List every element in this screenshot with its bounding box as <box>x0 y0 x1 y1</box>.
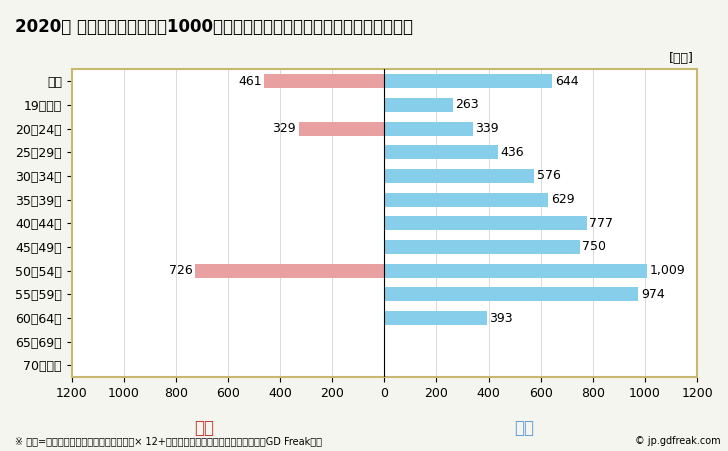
Bar <box>384 216 587 230</box>
Text: 726: 726 <box>169 264 192 277</box>
Bar <box>264 74 384 88</box>
Text: 461: 461 <box>238 75 261 88</box>
Text: 750: 750 <box>582 240 606 253</box>
Text: 女性: 女性 <box>194 419 214 437</box>
Bar <box>384 263 647 278</box>
Bar <box>384 193 548 207</box>
Bar <box>195 263 384 278</box>
Bar <box>384 74 553 88</box>
Text: 329: 329 <box>272 122 296 135</box>
Bar <box>384 121 472 136</box>
Text: 974: 974 <box>641 288 665 301</box>
Text: 393: 393 <box>489 312 513 325</box>
Bar <box>384 145 498 159</box>
Text: © jp.gdfreak.com: © jp.gdfreak.com <box>635 437 721 446</box>
Bar <box>384 98 453 112</box>
Bar <box>298 121 384 136</box>
Bar <box>384 240 579 254</box>
Bar <box>384 169 534 183</box>
Bar <box>384 287 638 301</box>
Text: 1,009: 1,009 <box>650 264 686 277</box>
Text: 644: 644 <box>555 75 579 88</box>
Text: 576: 576 <box>537 170 561 183</box>
Text: 男性: 男性 <box>514 419 534 437</box>
Text: 777: 777 <box>590 217 614 230</box>
Text: 629: 629 <box>551 193 574 206</box>
Text: [万円]: [万円] <box>669 52 694 64</box>
Text: 263: 263 <box>456 98 479 111</box>
Text: 339: 339 <box>475 122 499 135</box>
Text: ※ 年収=「きまって支給する現金給与額」× 12+「年間賞与その他特別給与額」としてGD Freak推計: ※ 年収=「きまって支給する現金給与額」× 12+「年間賞与その他特別給与額」と… <box>15 437 322 446</box>
Text: 436: 436 <box>501 146 524 159</box>
Text: 2020年 民間企業（従業者数1000人以上）フルタイム労働者の男女別平均年収: 2020年 民間企業（従業者数1000人以上）フルタイム労働者の男女別平均年収 <box>15 18 413 36</box>
Bar <box>384 311 487 325</box>
